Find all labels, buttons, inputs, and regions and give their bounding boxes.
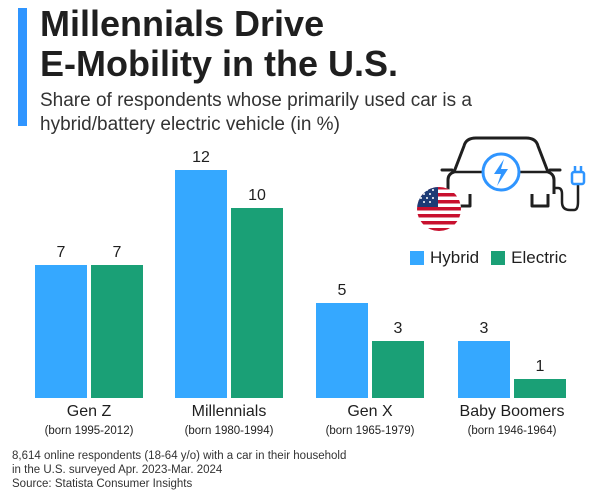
category-label-gen-x: Gen X — [347, 403, 393, 420]
electric-car-icon — [408, 132, 588, 232]
category-label-millennials: Millennials — [192, 403, 267, 420]
data-label-hybrid-gen-x: 5 — [338, 282, 347, 299]
legend-label-hybrid: Hybrid — [430, 248, 480, 267]
bar-electric-baby-boomers — [514, 379, 566, 398]
category-label-gen-z: Gen Z — [67, 403, 112, 420]
legend-item-electric: Electric — [491, 248, 567, 268]
category-sublabel-gen-z: (born 1995-2012) — [45, 425, 134, 437]
source-note: Source: Statista Consumer Insights — [12, 478, 193, 490]
data-label-hybrid-gen-z: 7 — [57, 244, 66, 261]
bar-electric-gen-z — [91, 265, 143, 398]
legend-swatch-hybrid — [410, 251, 424, 265]
bar-electric-gen-x — [372, 341, 424, 398]
title-line-2: E-Mobility in the U.S. — [40, 43, 398, 84]
footnote-line-1: 8,614 online respondents (18-64 y/o) wit… — [12, 450, 347, 462]
data-label-electric-millennials: 10 — [248, 187, 266, 204]
data-label-electric-gen-x: 3 — [394, 320, 403, 337]
bar-hybrid-gen-x — [316, 303, 368, 398]
accent-bar — [18, 8, 27, 126]
category-sublabel-baby-boomers: (born 1946-1964) — [468, 425, 557, 437]
category-label-baby-boomers: Baby Boomers — [460, 403, 565, 420]
category-sublabel-millennials: (born 1980-1994) — [185, 425, 274, 437]
legend-swatch-electric — [491, 251, 506, 265]
bar-hybrid-millennials — [175, 170, 227, 398]
data-label-hybrid-baby-boomers: 3 — [480, 320, 489, 337]
title-line-1: Millennials Drive — [40, 3, 325, 44]
us-flag-icon — [416, 186, 462, 237]
legend-label-electric: Electric — [511, 248, 567, 267]
footnote: 8,614 online respondents (18-64 y/o) wit… — [12, 449, 432, 491]
chart-subtitle: Share of respondents whose primarily use… — [40, 90, 472, 135]
chart-legend: Hybrid Electric — [410, 248, 567, 268]
data-label-electric-gen-z: 7 — [113, 244, 122, 261]
data-label-electric-baby-boomers: 1 — [536, 358, 545, 375]
chart-title: Millennials Drive E-Mobility in the U.S. — [40, 4, 440, 84]
footnote-line-2: in the U.S. surveyed Apr. 2023-Mar. 2024 — [12, 464, 223, 476]
bar-hybrid-gen-z — [35, 265, 87, 398]
bar-hybrid-baby-boomers — [458, 341, 510, 398]
data-label-hybrid-millennials: 12 — [192, 149, 210, 166]
category-sublabel-gen-x: (born 1965-1979) — [326, 425, 415, 437]
legend-item-hybrid: Hybrid — [410, 248, 479, 268]
bar-electric-millennials — [231, 208, 283, 398]
